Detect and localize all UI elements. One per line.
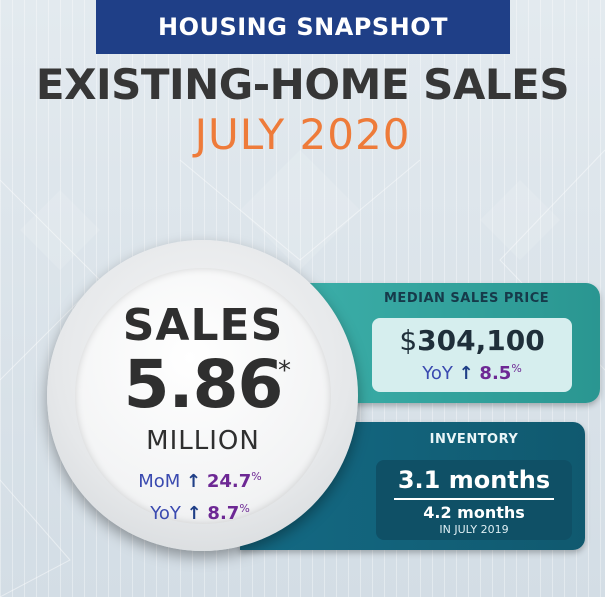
up-arrow-icon: ↑ xyxy=(186,503,202,524)
median-price-value: $304,100 xyxy=(372,324,572,357)
page-title: EXISTING-HOME SALES xyxy=(35,60,570,109)
sales-mom-row: MoM ↑ 24.7% xyxy=(100,470,300,492)
inventory-label: INVENTORY xyxy=(429,432,519,447)
inventory-divider xyxy=(394,498,554,500)
up-arrow-icon: ↑ xyxy=(186,471,202,492)
sales-yoy-row: YoY ↑ 8.7% xyxy=(100,502,300,524)
yoy-label: YoY xyxy=(422,363,453,384)
yoy-label: YoY xyxy=(150,503,181,524)
sales-circle-inner xyxy=(75,268,331,524)
median-price-label: MEDIAN SALES PRICE xyxy=(384,291,550,306)
percent-sign: % xyxy=(239,502,250,515)
currency-symbol: $ xyxy=(399,324,418,357)
sales-value: 5.86 xyxy=(123,346,284,423)
median-price-card: $304,100 YoY ↑ 8.5% xyxy=(372,318,572,392)
page-subtitle: JULY 2020 xyxy=(194,110,411,159)
percent-sign: % xyxy=(511,362,522,375)
inventory-previous-period: IN JULY 2019 xyxy=(439,523,509,536)
median-price-yoy: YoY ↑ 8.5% xyxy=(372,362,572,384)
sales-asterisk: * xyxy=(278,356,291,386)
up-arrow-icon: ↑ xyxy=(458,363,474,384)
inventory-previous: 4.2 months xyxy=(423,503,525,522)
sales-label: SALES xyxy=(122,300,284,351)
yoy-percent: 8.5 xyxy=(479,363,512,384)
inventory-current: 3.1 months xyxy=(397,466,551,494)
inventory-card: 3.1 months 4.2 months IN JULY 2019 xyxy=(376,460,572,540)
median-price-number: 304,100 xyxy=(417,324,545,357)
sales-unit: MILLION xyxy=(146,426,260,456)
mom-percent: 24.7 xyxy=(206,471,252,492)
mom-label: MoM xyxy=(138,471,181,492)
percent-sign: % xyxy=(251,470,262,483)
yoy-percent: 8.7 xyxy=(207,503,240,524)
header-banner: HOUSING SNAPSHOT xyxy=(96,0,510,54)
